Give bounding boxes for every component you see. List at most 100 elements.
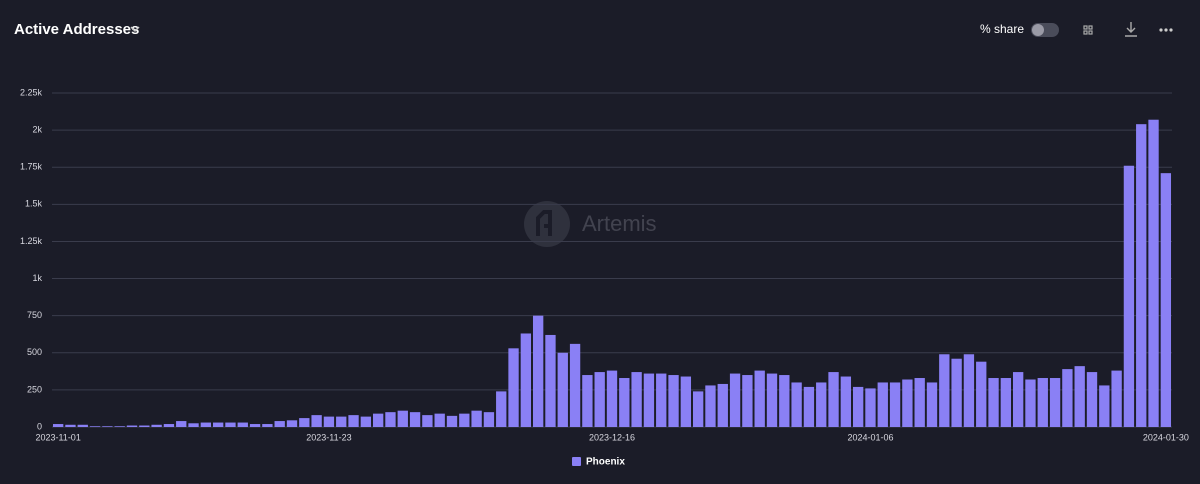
bar [865,388,876,427]
x-tick-label: 2024-01-30 [1143,432,1189,442]
bar [1037,378,1048,427]
bar [729,373,741,427]
x-tick-label: 2024-01-06 [847,432,893,442]
bar [520,333,532,427]
chart-title[interactable]: Active Addresses [14,21,139,38]
y-tick-label: 1.5k [25,199,43,209]
bar [877,382,888,427]
bar [926,382,938,427]
more-icon[interactable] [1159,28,1173,32]
bar [1099,385,1110,427]
bar [594,372,605,427]
bar [163,424,175,427]
bar [840,376,852,427]
bar [1025,379,1036,427]
y-tick-label: 1.75k [20,162,43,172]
bar [65,424,76,427]
bar [643,373,655,427]
download-icon[interactable] [1125,22,1137,37]
bar [766,373,778,427]
bar [212,422,224,427]
bar [1136,124,1147,427]
legend-swatch [572,457,581,466]
bar [976,361,987,427]
bar [397,410,408,427]
bar [532,315,544,427]
y-tick-label: 1k [32,273,42,283]
bar [914,378,925,427]
bar [323,416,335,427]
title-dropdown[interactable] [130,26,140,33]
bar [311,415,322,427]
y-tick-label: 0 [37,421,42,431]
bar [286,420,298,427]
bar [1012,372,1024,427]
y-tick-label: 2k [32,124,42,134]
bar [569,343,581,427]
bar [422,415,433,427]
bar [803,386,815,427]
legend-label[interactable]: Phoenix [586,457,625,468]
bar [102,426,113,427]
bar [348,415,359,427]
bar [176,421,187,427]
bar [262,424,273,427]
bar [409,412,421,427]
bar [483,412,495,427]
bar [791,382,802,427]
bar [828,372,839,427]
bar [496,391,507,427]
bar [114,426,125,427]
bar [557,352,568,427]
bar [274,421,285,427]
bar [360,416,372,427]
x-tick-label: 2023-11-01 [35,432,80,442]
bar [939,354,950,427]
bar [668,375,679,427]
bar [631,372,642,427]
bar [77,424,88,427]
svg-text:Artemis: Artemis [582,211,657,236]
share-label: % share [980,22,1024,36]
bar [139,425,150,427]
bar [151,424,162,427]
bar [717,383,728,427]
y-tick-label: 2.25k [20,87,43,97]
bar [816,382,827,427]
bar [902,379,913,427]
bar [1148,119,1159,427]
bar [336,416,347,427]
bar [299,418,310,427]
bar [1123,165,1135,427]
bar [52,424,64,427]
bar [508,348,519,427]
bar [692,391,704,427]
y-tick-label: 250 [27,384,42,394]
x-tick-label: 2023-11-23 [306,432,351,442]
bar [1000,378,1012,427]
bar [988,378,999,427]
bar [126,425,138,427]
bar [459,413,470,427]
y-tick-label: 500 [27,347,42,357]
bar [1074,366,1085,427]
bar [89,426,101,427]
x-tick-label: 2023-12-16 [589,432,635,442]
bar [1111,370,1122,427]
bar [1160,173,1172,427]
bar [656,373,667,427]
bar [372,413,384,427]
bar [582,375,593,427]
bar [619,378,630,427]
bar [889,382,901,427]
bar [545,334,556,427]
bar [237,422,248,427]
bar [200,422,212,427]
bar [680,376,692,427]
bar [852,386,864,427]
bar [951,358,962,427]
grid-icon[interactable] [1083,25,1093,35]
watermark: Artemis [524,201,657,247]
bar [434,413,445,427]
